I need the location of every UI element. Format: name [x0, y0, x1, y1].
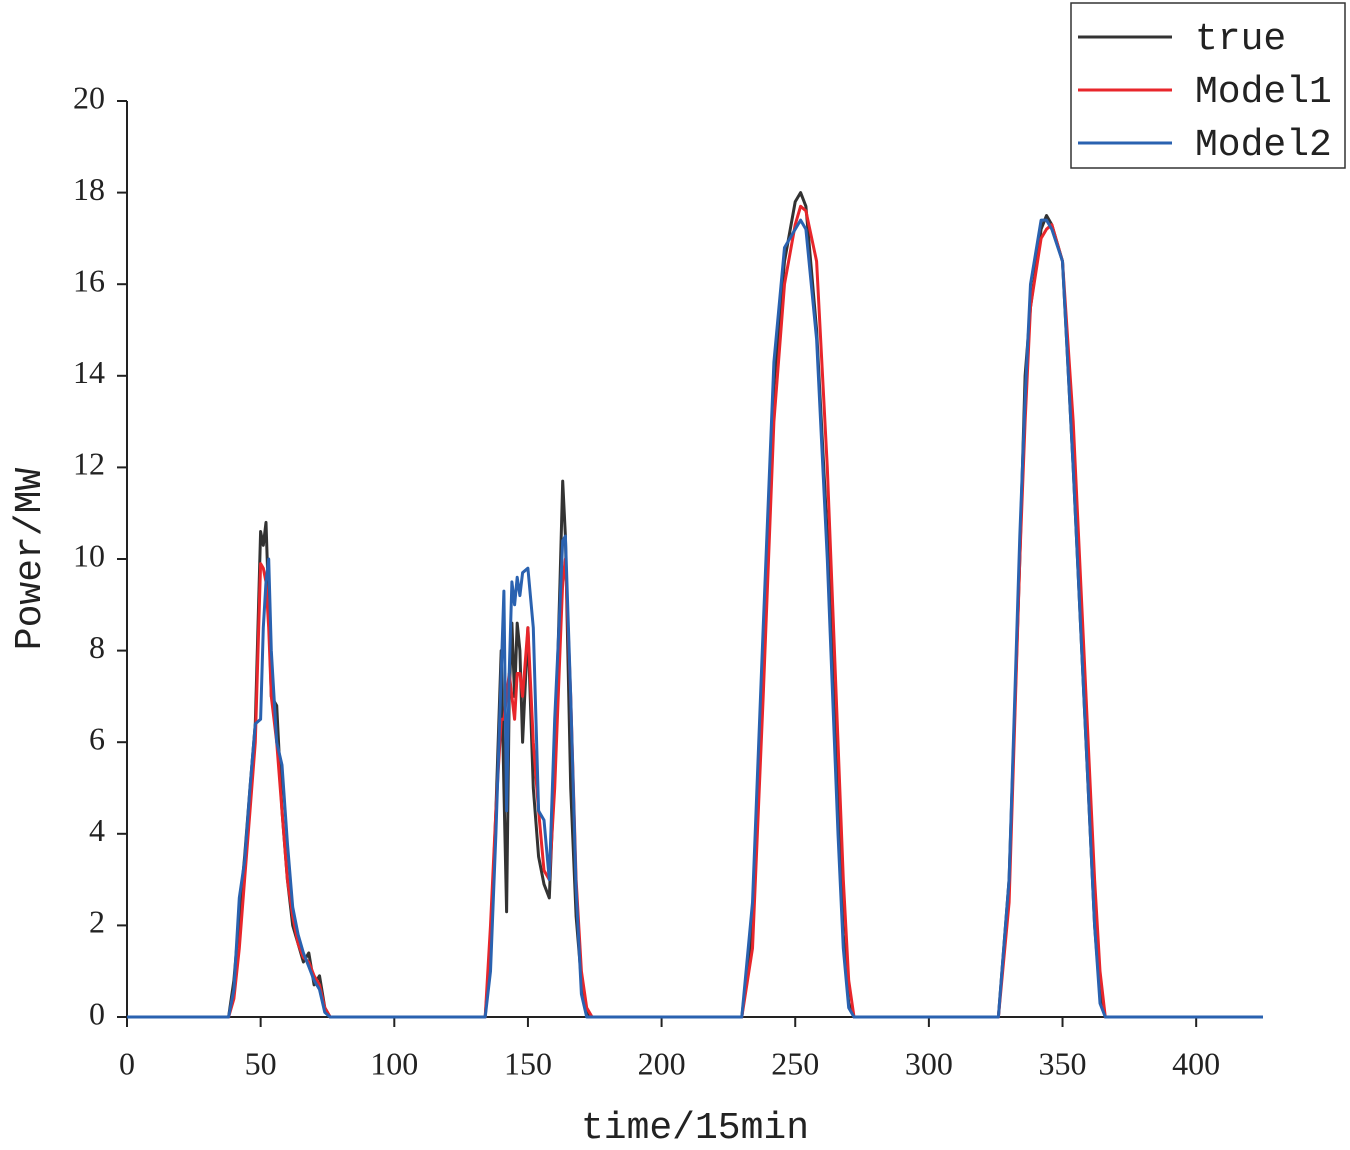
x-tick-label: 300 [905, 1045, 953, 1081]
legend-label: Model1 [1195, 71, 1332, 114]
series-line [127, 218, 1263, 1019]
y-tick-label: 10 [73, 537, 105, 573]
x-tick-label: 350 [1039, 1045, 1087, 1081]
x-tick-label: 100 [370, 1045, 418, 1081]
y-tick-label: 0 [89, 995, 105, 1031]
x-tick-label: 50 [245, 1045, 277, 1081]
y-axis-title: Power/MW [9, 468, 52, 651]
x-tick-label: 400 [1172, 1045, 1220, 1081]
x-tick-label: 150 [504, 1045, 552, 1081]
x-tick-label: 250 [771, 1045, 819, 1081]
legend-box [1070, 2, 1346, 169]
y-tick-label: 16 [73, 263, 105, 299]
legend-label: true [1195, 18, 1286, 61]
y-tick-label: 6 [89, 721, 105, 757]
y-tick-label: 14 [73, 354, 105, 390]
x-tick-label: 200 [638, 1045, 686, 1081]
y-tick-label: 20 [73, 79, 105, 115]
legend-label: Model2 [1195, 124, 1332, 167]
y-tick-label: 8 [89, 629, 105, 665]
y-tick-label: 2 [89, 904, 105, 940]
y-tick-label: 18 [73, 171, 105, 207]
x-axis-title: time/15min [581, 1107, 809, 1150]
y-tick-label: 4 [89, 812, 105, 848]
x-tick-label: 0 [119, 1045, 135, 1081]
y-tick-label: 12 [73, 446, 105, 482]
